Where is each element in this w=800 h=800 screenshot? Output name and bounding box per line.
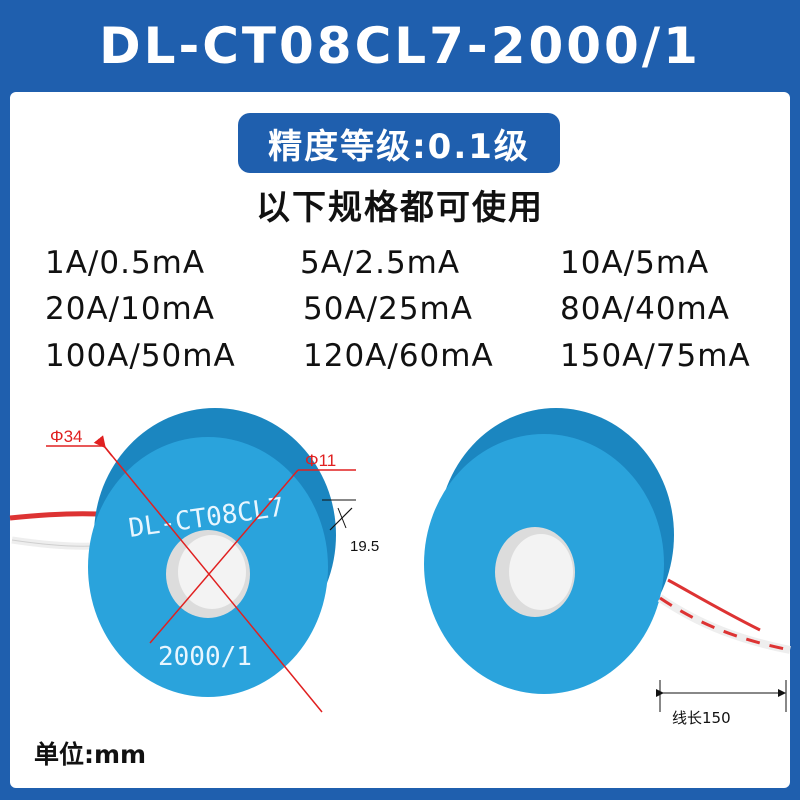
spec-item: 100A/50mA <box>45 338 236 374</box>
spec-item: 5A/2.5mA <box>300 245 461 281</box>
ring-front: DL-CT08CL7 2000/1 <box>88 408 336 697</box>
spec-item: 80A/40mA <box>560 291 730 327</box>
spec-item: 120A/60mA <box>303 338 494 374</box>
unit-note: 单位:mm <box>34 740 147 769</box>
spec-item: 10A/5mA <box>560 245 710 281</box>
ring-back <box>424 408 674 694</box>
lead-length-dimension: 线长150 <box>656 680 787 727</box>
outer-diameter-label: Φ34 <box>50 427 82 446</box>
spec-item: 150A/75mA <box>560 338 751 374</box>
spec-item: 50A/25mA <box>303 291 473 327</box>
spec-item: 20A/10mA <box>45 291 215 327</box>
page-title: DL-CT08CL7-2000/1 <box>99 17 701 75</box>
lead-wires-right <box>657 578 791 654</box>
product-drawing: DL-CT08CL7 2000/1 Φ34 Φ11 19.5 <box>9 408 791 727</box>
lead-length-label: 线长150 <box>672 709 731 727</box>
thickness-dimension: 19.5 <box>322 499 379 555</box>
thickness-label: 19.5 <box>350 538 379 555</box>
spec-item: 1A/0.5mA <box>45 245 206 281</box>
inner-diameter-label: Φ11 <box>305 451 336 470</box>
outer-diameter-dimension: Φ34 <box>46 427 323 713</box>
accuracy-badge: 精度等级:0.1级 <box>238 113 560 173</box>
inner-diameter-dimension: Φ11 <box>149 451 356 644</box>
ring-label-bottom: 2000/1 <box>158 642 252 672</box>
spec-heading: 以下规格都可使用 <box>256 188 544 228</box>
